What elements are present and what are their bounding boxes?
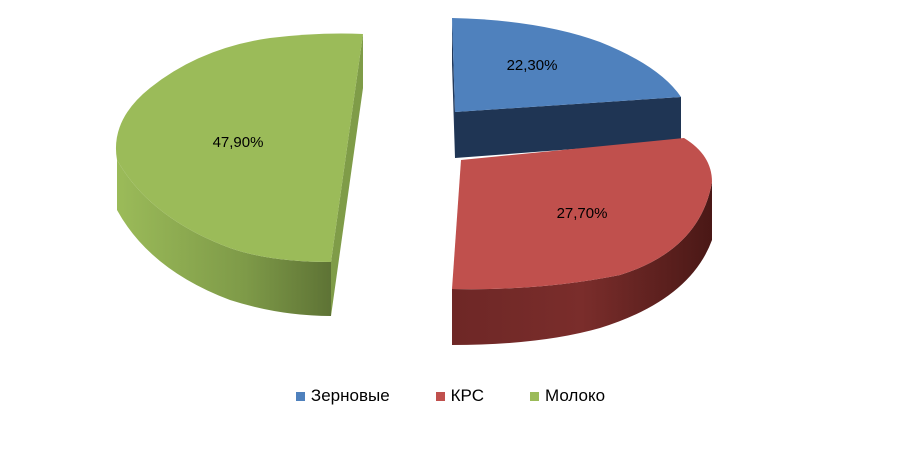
label-krs: 27,70% [557, 205, 608, 222]
slice-zernovye-top [452, 18, 681, 112]
slice-zernovye-side [455, 97, 681, 158]
legend-label: Зерновые [310, 386, 390, 405]
slice-moloko-side [117, 160, 331, 316]
legend-swatch [435, 391, 445, 401]
legend: Зерновые КРС Молоко [0, 386, 901, 406]
slice-zernovye [452, 18, 681, 158]
slice-moloko-top [115, 33, 363, 262]
legend-label: Молоко [544, 386, 606, 405]
legend-item-moloko: Молоко [529, 386, 606, 406]
legend-swatch [295, 391, 305, 401]
slice-krs [452, 138, 712, 345]
slice-zernovye-edge [452, 18, 455, 158]
slice-krs-side [452, 182, 712, 345]
legend-item-zernovye: Зерновые [295, 386, 390, 406]
slice-moloko [115, 33, 363, 316]
legend-item-krs: КРС [435, 386, 484, 406]
label-moloko: 47,90% [213, 134, 264, 151]
slice-moloko-edge [331, 34, 363, 316]
slice-krs-top [452, 138, 712, 290]
legend-swatch [529, 391, 539, 401]
label-zernovye: 22,30% [507, 57, 558, 74]
legend-label: КРС [450, 386, 484, 405]
data-labels: 22,30% 27,70% 47,90% [213, 57, 608, 222]
